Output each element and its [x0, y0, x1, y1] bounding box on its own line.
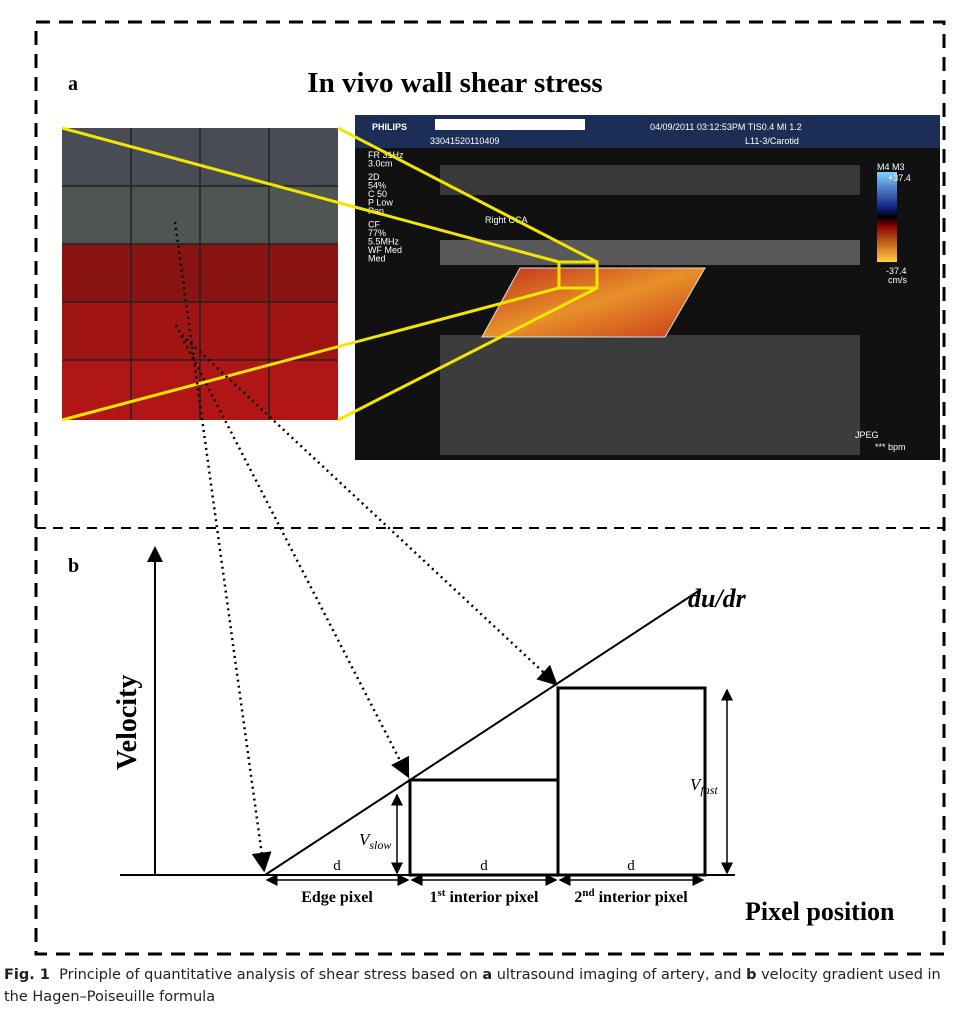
us-param: WF Med	[368, 245, 402, 255]
caption-text: velocity gradient used in the Hagen–Pois…	[4, 967, 941, 1005]
pixel-label: Edge pixel	[301, 889, 373, 906]
us-scale-bottom: -37.4	[886, 266, 907, 276]
us-scale-top: +37.4	[888, 173, 911, 183]
us-param: CF	[368, 220, 380, 230]
v-sub: fast	[700, 783, 718, 797]
us-scale-header: M4 M3	[877, 162, 905, 172]
panel-title: In vivo wall shear stress	[307, 67, 602, 99]
us-param: 2D	[368, 172, 380, 182]
us-bpm: *** bpm	[875, 442, 906, 452]
us-format: JPEG	[855, 430, 879, 440]
ordinal: 1	[430, 889, 438, 906]
v-fast: Vfast	[690, 775, 718, 797]
y-axis-label: Velocity	[112, 675, 143, 770]
width-label: d	[333, 858, 341, 874]
width-label: d	[627, 858, 635, 874]
us-vessel: Right CCA	[485, 215, 528, 225]
us-param: P Low	[368, 198, 393, 208]
pixel-text: interior pixel	[595, 889, 689, 906]
pixel-text: Edge pixel	[301, 889, 373, 906]
ultrasound-image: PHILIPS 33041520110409 04/09/2011 03:12:…	[355, 115, 940, 460]
ordinal-suffix: st	[438, 887, 446, 899]
caption: Fig. 1 Principle of quantitative analysi…	[4, 964, 949, 1008]
pixel-grid	[62, 128, 338, 420]
v-main: V	[359, 830, 372, 849]
width-label: d	[480, 858, 488, 874]
us-param: Pen	[368, 206, 384, 216]
zoom-lines	[61, 126, 599, 422]
ordinal-suffix: nd	[582, 887, 594, 899]
pixel-label: 1st interior pixel	[430, 887, 540, 906]
us-param: 77%	[368, 228, 386, 238]
v-sub: slow	[369, 838, 391, 852]
us-param: C 50	[368, 189, 387, 199]
caption-label: Fig. 1	[4, 967, 50, 983]
us-datetime: 04/09/2011 03:12:53PM TIS0.4 MI 1.2	[650, 122, 802, 132]
gradient-label: du/dr	[688, 584, 747, 613]
mapping-arrows	[173, 221, 558, 873]
ordinal: 2	[574, 889, 582, 906]
caption-text: ultrasound imaging of artery, and	[492, 967, 747, 983]
velocity-diagram	[120, 546, 735, 886]
us-param: 3.0cm	[368, 159, 393, 169]
us-brand: PHILIPS	[372, 122, 407, 132]
us-probe: L11-3/Carotid	[745, 136, 799, 146]
us-param: Med	[368, 254, 386, 264]
us-param: 54%	[368, 181, 386, 191]
panel-label: a	[68, 73, 78, 95]
caption-text: Principle of quantitative analysis of sh…	[59, 967, 483, 983]
us-param: 5.5MHz	[368, 237, 400, 247]
figure: a In vivo wall shear stress PHILIPS 3304…	[34, 20, 946, 956]
caption-text: a	[482, 967, 493, 983]
panel-label: b	[68, 555, 79, 577]
pixel-label: 2nd interior pixel	[574, 887, 688, 906]
v-slow: Vslow	[359, 830, 391, 852]
us-scale-unit: cm/s	[888, 275, 907, 285]
v-main: V	[690, 775, 703, 794]
us-param: FR 31Hz	[368, 150, 404, 160]
us-id: 33041520110409	[430, 136, 499, 146]
pixel-text: interior pixel	[445, 889, 539, 906]
caption-text: b	[746, 967, 757, 983]
x-axis-label: Pixel position	[745, 897, 895, 926]
